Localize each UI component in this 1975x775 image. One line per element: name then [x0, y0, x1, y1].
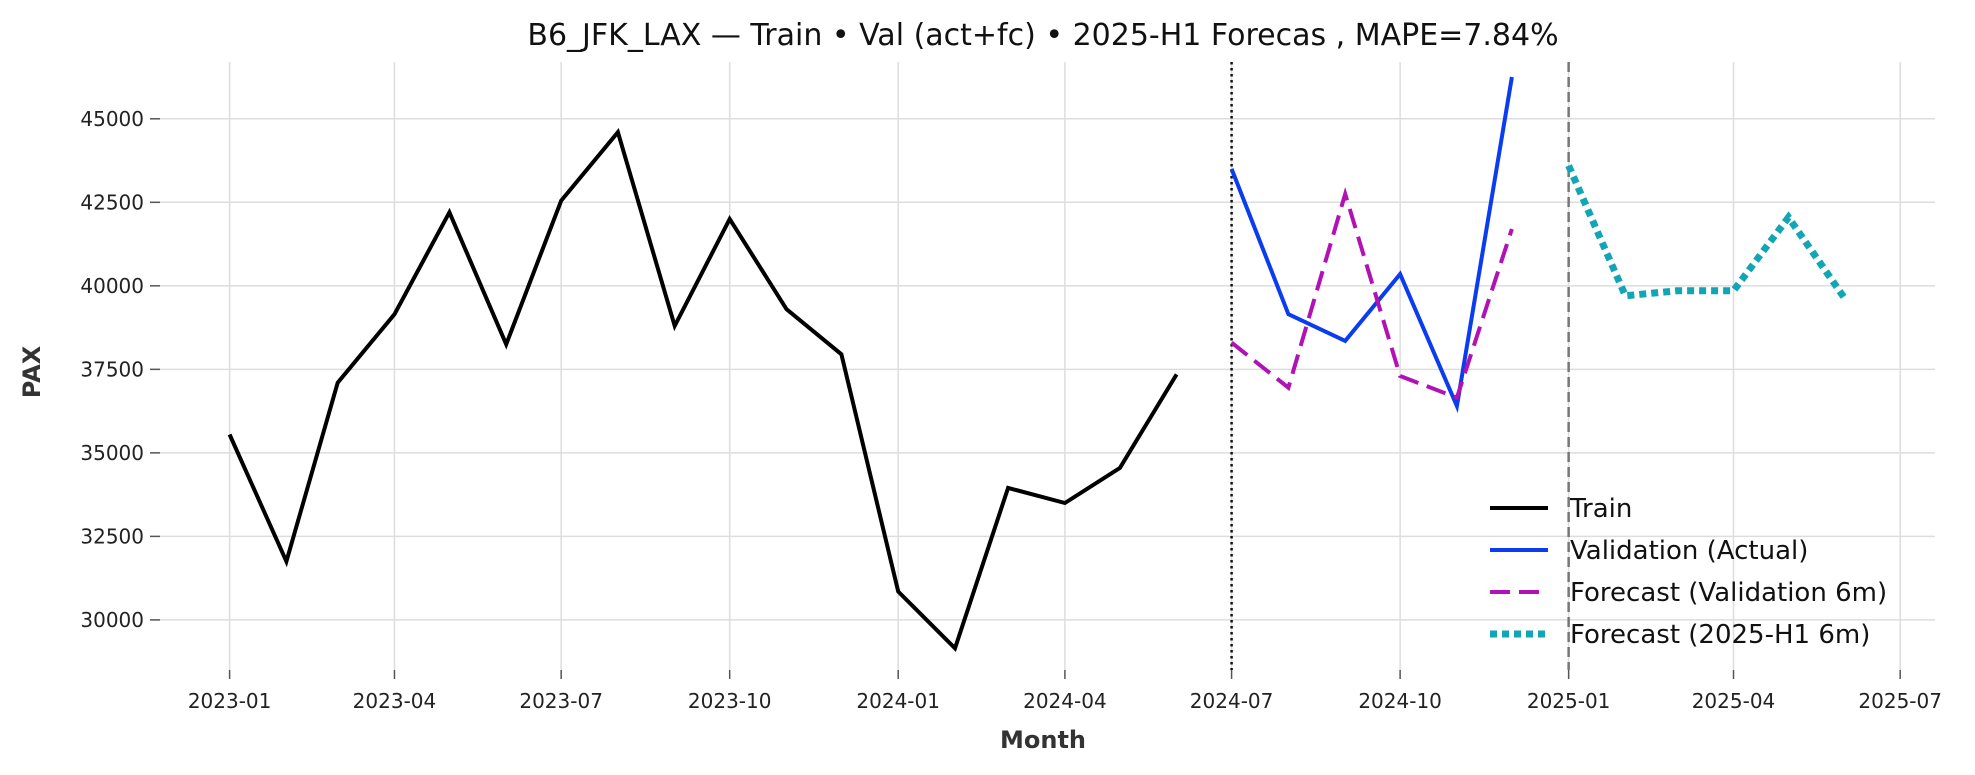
y-tick-label: 40000 [80, 274, 144, 298]
y-tick-label: 30000 [80, 608, 144, 632]
legend-entry: Train [1569, 494, 1632, 524]
y-axis-label: PAX [18, 345, 46, 398]
x-tick-label: 2023-04 [353, 689, 437, 713]
x-tick-label: 2024-10 [1358, 689, 1442, 713]
axis-ticks: 2023-01 2023-04 2023-07 2023-10 2024-01 2024-… [80, 107, 1942, 713]
y-tick-label: 45000 [80, 107, 144, 131]
series-line-1 [1229, 76, 1514, 414]
y-tick-label: 35000 [80, 441, 144, 465]
x-tick-label: 2023-07 [519, 689, 603, 713]
series-layer [227, 76, 1849, 653]
y-tick-label: 37500 [80, 357, 144, 381]
legend-entry: Forecast (2025-H1 6m) [1570, 620, 1870, 650]
y-tick-label: 42500 [80, 190, 144, 214]
chart-title: B6_JFK_LAX — Train • Val (act+fc) • 2025… [527, 18, 1558, 53]
x-tick-label: 2023-10 [688, 689, 772, 713]
x-tick-label: 2025-07 [1858, 689, 1942, 713]
grid-layer [160, 62, 1935, 670]
vertical-markers [1230, 62, 1570, 670]
x-tick-label: 2023-01 [188, 689, 272, 713]
series-line-3 [1565, 164, 1849, 302]
x-axis-label: Month [1000, 726, 1086, 754]
x-tick-label: 2024-04 [1023, 689, 1107, 713]
y-tick-label: 32500 [80, 524, 144, 548]
x-tick-label: 2024-07 [1190, 689, 1274, 713]
series-line-0 [227, 128, 1179, 653]
x-tick-label: 2024-01 [856, 689, 940, 713]
x-tick-label: 2025-01 [1527, 689, 1611, 713]
legend-entry: Forecast (Validation 6m) [1570, 578, 1887, 608]
legend: Train Validation (Actual) Forecast (Valida… [1490, 494, 1887, 650]
series-line-2 [1230, 186, 1514, 401]
legend-entry: Validation (Actual) [1570, 536, 1808, 566]
x-tick-label: 2025-04 [1692, 689, 1776, 713]
